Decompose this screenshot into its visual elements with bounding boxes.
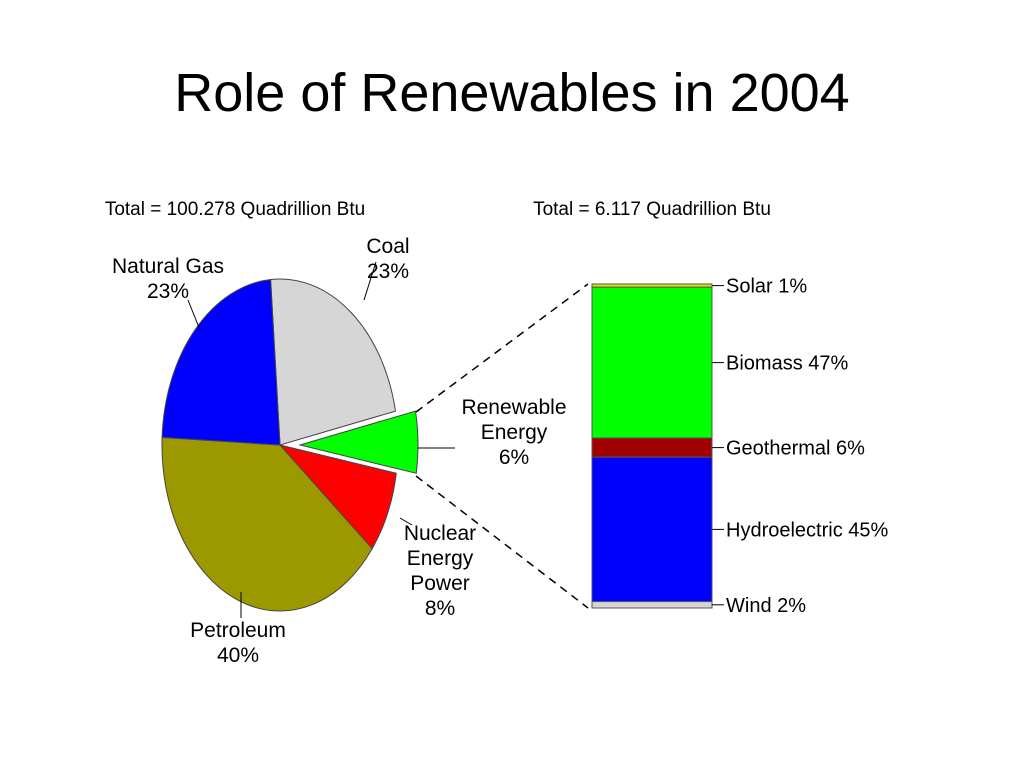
- pie-value-label: 6%: [499, 446, 529, 469]
- pie-category-label: Energy: [407, 547, 474, 570]
- pie-chart: Coal23%RenewableEnergy6%NuclearEnergyPow…: [112, 235, 567, 667]
- bar-segment-wind: [591, 601, 713, 609]
- bar-chart-title: Total = 6.117 Quadrillion Btu: [533, 199, 771, 220]
- pie-category-label: Natural Gas: [112, 255, 224, 278]
- pie-leader-line: [399, 517, 413, 526]
- pie-leader-line: [187, 299, 201, 331]
- pie-slice-coal: [270, 278, 397, 446]
- bar-segment-label: Biomass 47%: [726, 353, 848, 375]
- bar-segment-label: Solar 1%: [726, 276, 807, 298]
- slide-title: Role of Renewables in 2004: [174, 63, 850, 123]
- pie-value-label: 23%: [367, 260, 409, 283]
- pie-chart-title: Total = 100.278 Quadrillion Btu: [105, 199, 365, 220]
- connector-line-top: [415, 283, 589, 413]
- pie-slice-natural-gas: [161, 278, 281, 446]
- bar-segment-label: Geothermal 6%: [726, 438, 865, 460]
- zoom-connector-lines: [415, 283, 589, 609]
- pie-category-label: Renewable: [461, 396, 566, 419]
- pie-slice-renewable-energy: [298, 410, 419, 474]
- pie-value-label: 23%: [147, 280, 189, 303]
- pie-value-label: 8%: [425, 597, 455, 620]
- pie-category-label: Power: [410, 572, 470, 595]
- pie-category-label: Energy: [481, 421, 548, 444]
- pie-category-label: Petroleum: [190, 619, 286, 642]
- bar-segment-label: Wind 2%: [726, 595, 806, 617]
- bar-segment-geothermal: [591, 437, 713, 458]
- energy-figure: Total = 100.278 Quadrillion Btu Total = …: [105, 199, 889, 667]
- pie-value-label: 40%: [217, 644, 259, 667]
- pie-leader-line: [363, 261, 377, 301]
- bar-segment-hydroelectric: [591, 456, 713, 603]
- bar-segment-label: Hydroelectric 45%: [726, 519, 889, 541]
- bar-segment-biomass: [591, 286, 713, 439]
- stacked-bar-chart: Solar 1% Biomass 47% Geothermal 6% Hydroele…: [591, 276, 889, 617]
- pie-slice-petroleum: [161, 436, 373, 612]
- pie-category-label: Nuclear: [404, 522, 476, 545]
- pie-category-label: Coal: [366, 235, 409, 258]
